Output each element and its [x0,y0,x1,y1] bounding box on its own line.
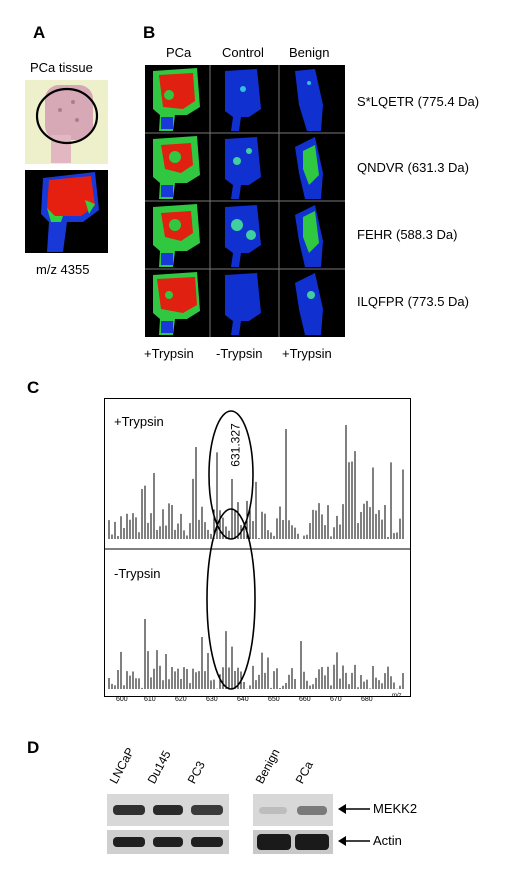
ms-pca-row1 [153,68,200,131]
ms-control-row3 [225,205,261,267]
bottom-label-pca-trypsin: +Trypsin [144,346,194,361]
panel-c-letter: C [27,378,40,397]
tick-620: 620 [175,696,187,703]
tick-640: 640 [237,696,249,703]
col-header-pca: PCa [166,45,192,60]
tick-630: 630 [206,696,218,703]
blot-actin-cells [107,830,229,854]
spectrum-drawing [105,410,410,690]
ms-control-row2 [225,137,261,199]
panel-a-caption: m/z 4355 [36,262,90,277]
panel-a-letter: A [33,23,46,42]
panel-a-title: PCa tissue [30,60,93,75]
tick-660: 660 [299,696,311,703]
col-header-benign: Benign [289,45,330,60]
ms-control-row4 [225,273,261,335]
lane-label-benign: Benign [252,746,283,786]
lane-label-pc3: PC3 [184,758,208,786]
bottom-label-benign-trypsin: +Trypsin [282,346,332,361]
tick-670: 670 [330,696,342,703]
lane-label-lncap: LNCaP [106,745,138,786]
row-label-ilqfpr: ILQFPR (773.5 Da) [357,294,469,309]
row-label-slqetr: S*LQETR (775.4 Da) [357,94,480,109]
roi-ellipse [35,87,99,145]
lane-label-du145: Du145 [144,748,174,786]
spectrum-top-label: +Trypsin [114,414,164,429]
blot-actin-tissue [253,830,333,854]
row-label-fehr: FEHR (588.3 Da) [357,227,458,242]
top-spectrum-peaks [108,425,404,539]
axis-unit-mz: m/z [392,693,402,699]
ms-pca-row3 [153,204,200,267]
arrow-mekk2 [338,802,370,821]
tick-610: 610 [144,696,156,703]
ms-pca-row2 [153,136,200,199]
spectrum-x-axis: 600 610 620 630 640 650 660 670 680 m/z [104,693,409,709]
blot-mekk2-cells [107,794,229,826]
bottom-label-control-trypsin: -Trypsin [216,346,263,361]
ms-pca-row4 [153,272,200,335]
ms-benign-row3 [295,205,323,267]
tick-650: 650 [268,696,280,703]
bottom-spectrum-peaks [108,619,404,689]
ms-control-row1 [225,69,261,131]
ms-benign-row4 [295,273,323,335]
highlight-ellipse-bottom [206,508,256,690]
tick-600: 600 [116,696,128,703]
ms-benign-row2 [295,137,323,199]
spectrum-bottom-label: -Trypsin [114,566,161,581]
row-label-qndvr: QNDVR (631.3 Da) [357,160,469,175]
he-stain-image [25,80,108,164]
panel-d-letter: D [27,738,40,757]
ms-image-grid [145,65,345,337]
ms-image-grid-drawing [145,65,345,337]
peak-label-631: 631.327 [228,423,243,467]
tick-680: 680 [361,696,373,703]
col-header-control: Control [222,45,264,60]
highlight-ellipse-top [208,410,254,540]
arrow-actin [338,834,370,853]
blot-mekk2-tissue [253,794,333,826]
band-label-mekk2: MEKK2 [373,801,418,816]
he-stain-drawing [35,85,99,163]
ms-image-m4355 [25,170,108,253]
panel-b-letter: B [143,23,156,42]
lane-label-pca: PCa [292,758,316,786]
band-label-actin: Actin [373,833,402,848]
spectrum-panel [104,398,411,697]
ms-benign-row1 [295,69,323,131]
